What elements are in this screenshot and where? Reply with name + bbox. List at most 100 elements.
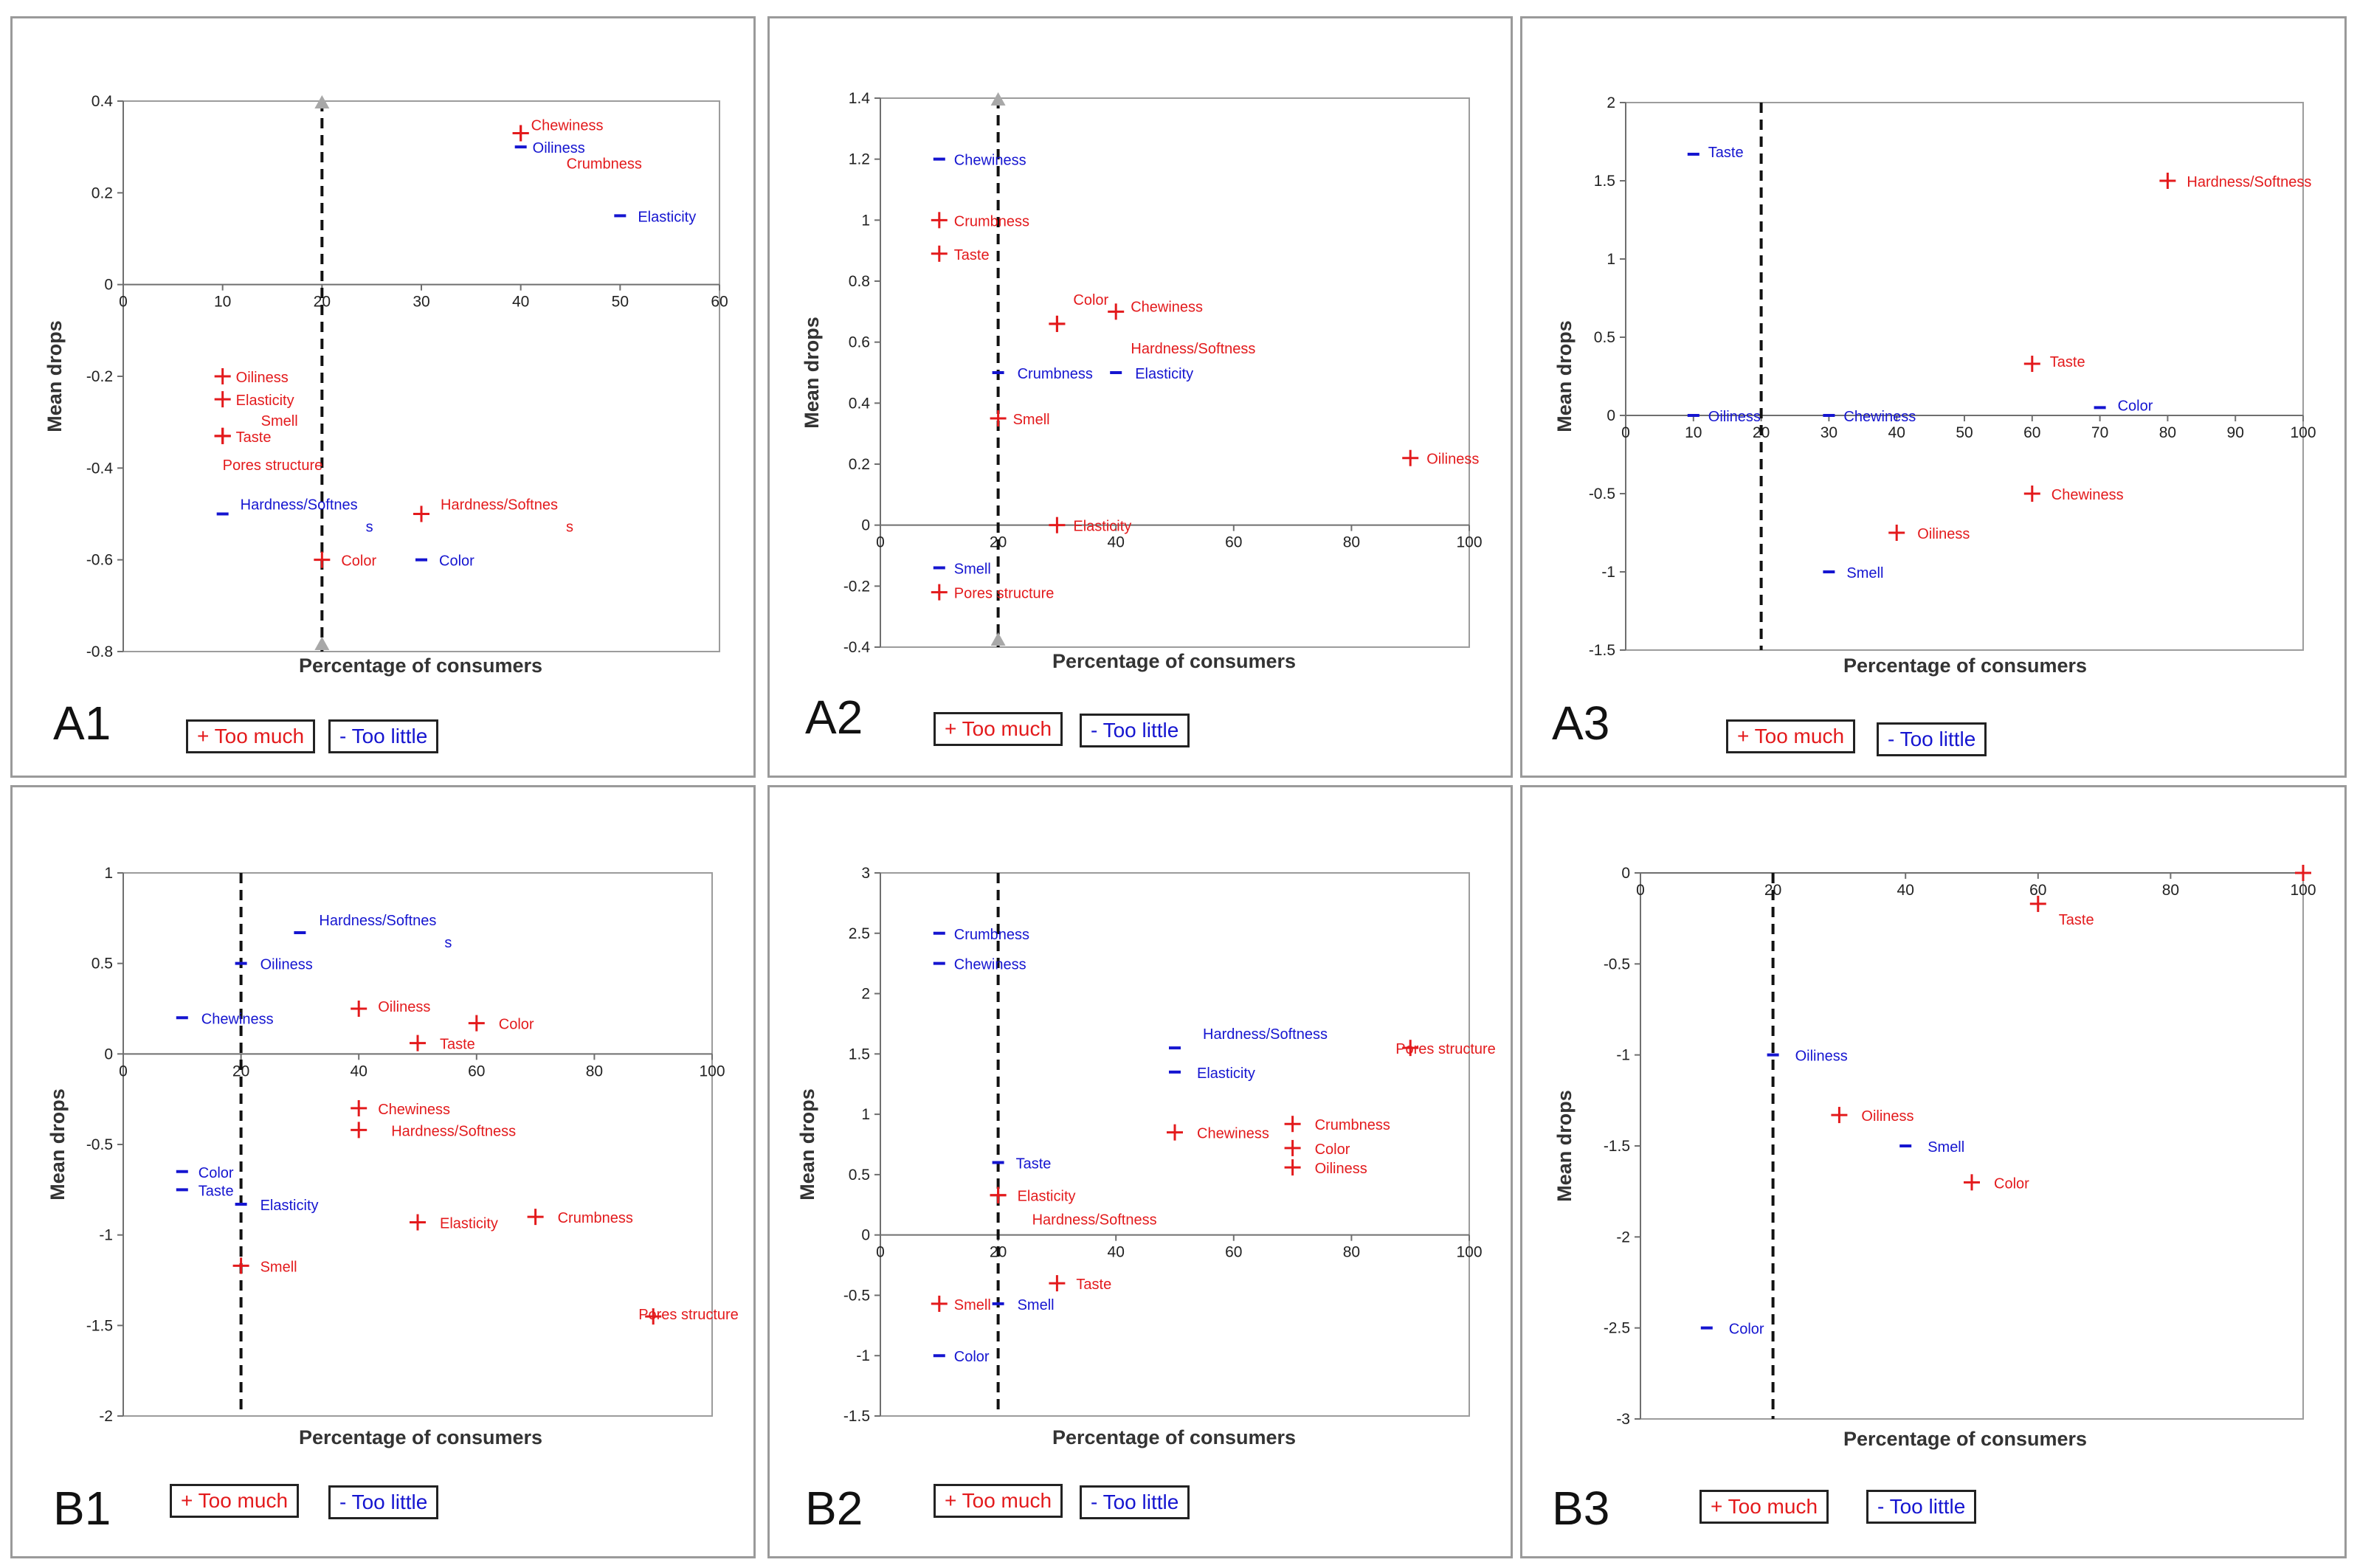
- y-tick-label: -2: [1616, 1229, 1630, 1246]
- x-axis-title: Percentage of consumers: [299, 1426, 542, 1448]
- y-tick-label: 1.5: [849, 1046, 870, 1063]
- x-tick-label: 100: [1456, 534, 1482, 551]
- legend-too-little: - Too little: [328, 1485, 439, 1519]
- x-tick-label: 20: [314, 294, 331, 311]
- y-tick-label: -0.6: [86, 552, 113, 569]
- x-tick-label: 100: [1456, 1244, 1482, 1261]
- point-label: Oiliness: [1861, 1108, 1913, 1125]
- threshold-marker-bottom: [314, 637, 330, 650]
- y-tick-label: 0.8: [849, 273, 870, 290]
- y-tick-label: -0.2: [86, 368, 113, 385]
- x-tick-label: 40: [512, 294, 529, 311]
- panel-label: B1: [53, 1482, 111, 1535]
- point-label: Chewiness: [378, 1102, 450, 1118]
- scatter-plot-b2: 32.521.510.50-0.5-1-1.5020406080100Perce…: [796, 865, 1496, 1448]
- point-label: Smell: [1928, 1139, 1964, 1156]
- plot-area-frame: [122, 872, 713, 1417]
- panel-label: B3: [1552, 1482, 1610, 1535]
- y-tick-label: 1: [861, 1106, 870, 1123]
- point-label: Taste: [199, 1183, 234, 1199]
- x-tick-label: 60: [1225, 1244, 1242, 1261]
- x-tick-label: 10: [1685, 424, 1702, 441]
- x-tick-label: 60: [468, 1063, 485, 1080]
- legend-too-much: + Too much: [1699, 1490, 1829, 1524]
- point-label: Pores structure: [638, 1307, 739, 1323]
- point-label: Chewiness: [2051, 487, 2124, 503]
- scatter-plot-b3: 0-0.5-1-1.5-2-2.5-3020406080100Percentag…: [1553, 865, 2316, 1450]
- threshold-marker-top: [314, 95, 330, 108]
- y-tick-label: -1: [1616, 1047, 1630, 1064]
- point-label: Color: [499, 1017, 534, 1033]
- point-label: Oiliness: [1795, 1049, 1848, 1065]
- y-tick-label: -2.5: [1604, 1320, 1630, 1337]
- y-tick-label: 0: [1607, 407, 1615, 424]
- y-tick-label: -0.5: [86, 1136, 113, 1153]
- y-axis-title: Mean drops: [44, 320, 66, 432]
- point-label: Hardness/Softness: [441, 497, 573, 536]
- point-label: Crumbness: [954, 213, 1029, 229]
- threshold-marker-bottom: [990, 632, 1006, 646]
- y-tick-label: -1.5: [843, 1408, 870, 1425]
- y-tick-label: -1.5: [1589, 642, 1615, 659]
- y-tick-label: -0.2: [843, 578, 870, 595]
- scatter-plot-b1: 1 0.5 0 -0.5 -1 -1.5 -2 0 20 40 60 80 100 Percentage …: [46, 865, 739, 1448]
- y-tick-label: -0.4: [86, 460, 114, 477]
- y-tick-label: 0.5: [92, 956, 113, 973]
- y-tick-label: -0.5: [1604, 956, 1630, 973]
- x-tick-label: 60: [711, 294, 728, 311]
- point-label: Oiliness: [1315, 1161, 1367, 1177]
- y-axis-title: Mean drops: [1553, 320, 1576, 432]
- x-tick-label: 40: [351, 1063, 367, 1080]
- y-tick-label: 0.5: [1594, 329, 1615, 346]
- point-label: Hardness/Softness: [1203, 1026, 1328, 1043]
- y-tick-label: -1.5: [86, 1317, 113, 1334]
- y-tick-label: -1: [856, 1347, 870, 1364]
- chart-panel-a3: 21.510.50-0.5-1-1.5010203040506070809010…: [1520, 16, 2347, 778]
- x-axis-title: Percentage of consumers: [1052, 1426, 1296, 1448]
- y-tick-label: -0.8: [86, 643, 113, 660]
- legend-too-little: - Too little: [1080, 714, 1190, 747]
- point-label: Oiliness: [1708, 409, 1761, 425]
- y-tick-label: 1: [1607, 251, 1615, 268]
- y-axis-title: Mean drops: [796, 1088, 818, 1201]
- x-tick-label: 30: [413, 294, 429, 311]
- threshold-marker-top: [990, 92, 1006, 106]
- x-tick-label: 0: [876, 534, 885, 551]
- point-label: Elasticity: [1018, 1189, 1076, 1205]
- point-label: Oiliness: [260, 957, 313, 973]
- point-label: Smell: [1846, 565, 1883, 581]
- point-label: Smell: [1013, 412, 1050, 428]
- point-label: Hardness/Softness: [241, 497, 373, 536]
- point-label: Hardness/Softness: [2187, 174, 2311, 190]
- y-tick-label: -0.5: [1589, 486, 1615, 502]
- point-label: Color: [341, 553, 376, 570]
- point-label: Chewiness: [954, 153, 1026, 169]
- legend-too-much: + Too much: [1726, 719, 1856, 753]
- panel-label: B2: [805, 1482, 863, 1535]
- y-tick-label: -3: [1616, 1411, 1630, 1428]
- x-tick-label: 40: [1888, 424, 1905, 441]
- x-tick-label: 0: [119, 294, 128, 311]
- point-label: Oiliness: [378, 999, 430, 1015]
- point-label: Smell: [954, 562, 991, 578]
- y-tick-label: 0.2: [849, 456, 870, 473]
- legend-too-much: + Too much: [934, 1484, 1063, 1518]
- point-label: Elasticity: [638, 209, 696, 225]
- x-tick-label: 60: [1225, 534, 1242, 551]
- point-label: Taste: [954, 247, 990, 263]
- point-label: Taste: [1076, 1277, 1111, 1293]
- legend-too-little: - Too little: [328, 719, 439, 753]
- point-label: Pores structure: [1395, 1041, 1496, 1057]
- y-tick-label: 1.2: [849, 151, 870, 168]
- y-tick-label: 0: [861, 1227, 870, 1244]
- point-label: Crumbness: [954, 927, 1029, 943]
- point-label: Chewiness: [201, 1011, 274, 1027]
- y-tick-label: 0: [104, 277, 113, 294]
- point-label: Hardness/Softness: [319, 913, 452, 951]
- y-tick-label: 0.4: [849, 395, 871, 412]
- x-tick-label: 10: [214, 294, 231, 311]
- x-tick-label: 40: [1108, 534, 1125, 551]
- x-tick-label: 70: [2091, 424, 2108, 441]
- plot-area-frame: [122, 100, 720, 652]
- x-tick-label: 60: [2023, 424, 2040, 441]
